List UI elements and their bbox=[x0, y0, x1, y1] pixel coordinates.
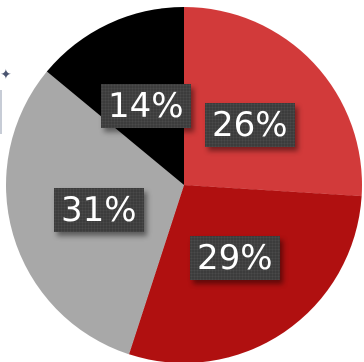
data-label-14: 14% bbox=[101, 84, 191, 128]
slide-decoration: ✦ bbox=[0, 30, 14, 134]
star-icon: ✦ bbox=[0, 67, 12, 83]
data-label-26: 26% bbox=[205, 103, 295, 147]
pie-slice-26 bbox=[184, 7, 362, 197]
data-label-31: 31% bbox=[54, 188, 144, 232]
data-label-29: 29% bbox=[190, 236, 280, 280]
decoration-bar bbox=[0, 90, 2, 134]
